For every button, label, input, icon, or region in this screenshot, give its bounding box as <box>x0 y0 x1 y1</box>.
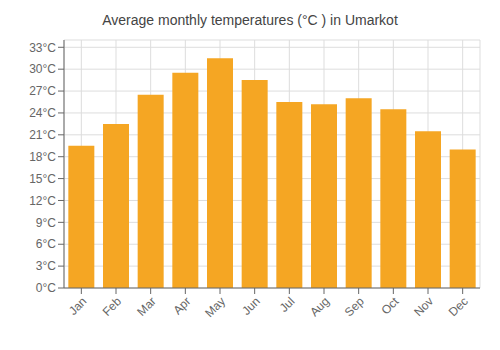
svg-text:Sep: Sep <box>342 294 367 319</box>
svg-text:9°C: 9°C <box>36 216 56 230</box>
html-text:Average monthly temperatures (: Average monthly temperatures (°C ) in Um… <box>102 12 398 28</box>
svg-text:May: May <box>202 294 228 320</box>
svg-text:27°C: 27°C <box>29 84 56 98</box>
svg-text:18°C: 18°C <box>29 150 56 164</box>
svg-text:Jul: Jul <box>277 294 298 315</box>
svg-text:24°C: 24°C <box>29 106 56 120</box>
svg-text:Jan: Jan <box>66 294 90 318</box>
svg-text:Apr: Apr <box>170 294 193 317</box>
svg-text:Oct: Oct <box>378 294 402 318</box>
svg-text:Dec: Dec <box>446 294 471 319</box>
svg-text:Feb: Feb <box>100 294 125 319</box>
svg-text:Aug: Aug <box>307 294 332 319</box>
svg-text:15°C: 15°C <box>29 172 56 186</box>
svg-text:3°C: 3°C <box>36 259 56 273</box>
svg-text:21°C: 21°C <box>29 128 56 142</box>
svg-text:12°C: 12°C <box>29 194 56 208</box>
svg-text:30°C: 30°C <box>29 62 56 76</box>
svg-text:Mar: Mar <box>134 294 159 319</box>
svg-text:6°C: 6°C <box>36 237 56 251</box>
svg-text:Jun: Jun <box>239 294 263 318</box>
svg-text:33°C: 33°C <box>29 41 56 55</box>
svg-text:0°C: 0°C <box>36 281 56 295</box>
svg-text:Nov: Nov <box>411 294 436 319</box>
